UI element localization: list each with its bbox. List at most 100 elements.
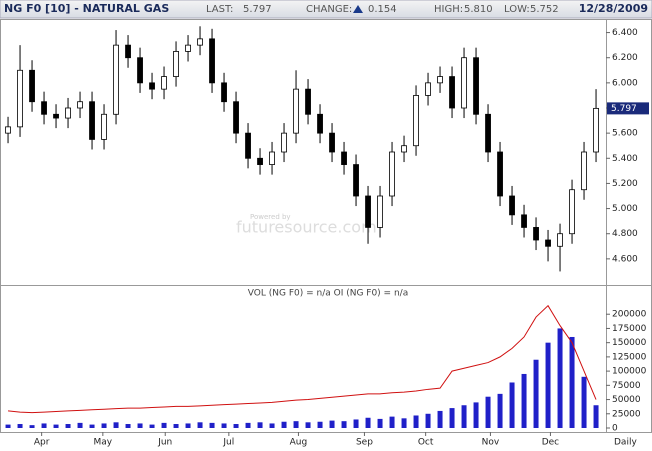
candle-body bbox=[317, 113, 323, 134]
candle-body bbox=[233, 101, 239, 134]
x-tick-label: Sep bbox=[356, 438, 373, 448]
high-value: 5.810 bbox=[464, 4, 493, 15]
volume-bar bbox=[209, 422, 215, 428]
volume-bar bbox=[593, 405, 599, 428]
candle-body bbox=[341, 151, 347, 165]
volume-bar bbox=[377, 418, 383, 428]
volume-bar bbox=[257, 422, 263, 428]
y-tick-label: 25000 bbox=[612, 409, 641, 419]
x-axis-label: Daily bbox=[614, 438, 637, 448]
candle-body bbox=[101, 113, 107, 140]
volume-bar bbox=[161, 422, 167, 428]
candle-body bbox=[161, 76, 167, 90]
candle-body bbox=[329, 132, 335, 153]
low-label: LOW: bbox=[504, 4, 530, 15]
candle-body bbox=[425, 82, 431, 96]
candle-body bbox=[365, 195, 371, 228]
volume-bar bbox=[389, 416, 395, 428]
candle-body bbox=[173, 51, 179, 77]
oi-line bbox=[7, 304, 597, 414]
candle-body bbox=[305, 88, 311, 115]
candle-body bbox=[17, 69, 23, 128]
y-tick-label: 125000 bbox=[612, 352, 647, 362]
y-tick-label: 5.000 bbox=[612, 204, 638, 214]
volume-bar bbox=[341, 421, 347, 428]
volume-bar bbox=[137, 423, 143, 428]
candle-body bbox=[593, 107, 599, 153]
candle-body bbox=[473, 57, 479, 115]
date: 12/28/2009 bbox=[579, 2, 648, 15]
y-tick-label: 5.600 bbox=[612, 129, 638, 139]
candle-body bbox=[41, 101, 47, 115]
volume-bar bbox=[65, 424, 71, 428]
y-tick-label: 75000 bbox=[612, 381, 641, 391]
volume-bar bbox=[173, 424, 179, 428]
y-tick-label: 6.000 bbox=[612, 78, 638, 88]
volume-bar bbox=[545, 342, 551, 428]
candle-body bbox=[185, 44, 191, 52]
volume-bar bbox=[245, 422, 251, 428]
x-tick-label: May bbox=[94, 438, 113, 448]
volume-bar bbox=[413, 415, 419, 428]
low-value: 5.752 bbox=[530, 4, 559, 15]
volume-bar bbox=[437, 410, 443, 428]
candle-body bbox=[545, 239, 551, 247]
volume-bar bbox=[317, 421, 323, 428]
volume-bar bbox=[461, 405, 467, 428]
candle-body bbox=[137, 57, 143, 84]
candle-body bbox=[149, 82, 155, 90]
candle-body bbox=[533, 227, 539, 241]
x-tick-label: Oct bbox=[418, 438, 434, 448]
candle-body bbox=[353, 164, 359, 197]
candle-body bbox=[581, 151, 587, 191]
candle-body bbox=[497, 151, 503, 197]
volume-bar bbox=[125, 424, 131, 428]
y-tick-label: 175000 bbox=[612, 324, 647, 334]
volume-bar bbox=[77, 422, 83, 428]
volume-bar bbox=[233, 424, 239, 428]
x-tick-label: Nov bbox=[482, 438, 500, 448]
candle-body bbox=[209, 38, 215, 84]
y-tick-label: 5.400 bbox=[612, 154, 638, 164]
volume-bar bbox=[113, 422, 119, 428]
x-tick-label: Jun bbox=[157, 438, 172, 448]
watermark: futuresource.com bbox=[236, 218, 377, 237]
volume-bar bbox=[41, 423, 47, 428]
y-tick-label: 5.200 bbox=[612, 179, 638, 189]
up-arrow bbox=[353, 5, 363, 13]
last-price-box bbox=[607, 102, 649, 115]
volume-bar bbox=[221, 423, 227, 428]
y-tick-label: 150000 bbox=[612, 338, 647, 348]
volume-bar bbox=[509, 382, 515, 428]
y-tick-label: 200000 bbox=[612, 310, 647, 320]
volume-bar bbox=[269, 423, 275, 428]
candle-body bbox=[449, 76, 455, 109]
header-bar bbox=[0, 0, 652, 19]
candle-body bbox=[413, 95, 419, 147]
candle-body bbox=[293, 88, 299, 134]
change-label: CHANGE: bbox=[306, 4, 352, 15]
last-value: 5.797 bbox=[243, 4, 272, 15]
candle-body bbox=[377, 195, 383, 228]
volume-bar bbox=[473, 402, 479, 428]
volume-bar bbox=[197, 422, 203, 428]
volume-bar bbox=[293, 421, 299, 428]
y-tick-label: 6.200 bbox=[612, 53, 638, 63]
candle-body bbox=[29, 69, 35, 103]
candle-body bbox=[389, 151, 395, 197]
y-tick-label: 0 bbox=[612, 424, 618, 434]
volume-bar bbox=[305, 422, 311, 428]
volume-bar bbox=[533, 359, 539, 428]
candle-body bbox=[197, 38, 203, 46]
volume-bar bbox=[425, 413, 431, 428]
candle-body bbox=[125, 44, 131, 59]
candle-body bbox=[53, 113, 59, 119]
volume-bar bbox=[329, 420, 335, 428]
volume-bar bbox=[53, 424, 59, 428]
volume-bar bbox=[485, 396, 491, 428]
volume-bar bbox=[365, 417, 371, 428]
change-value: 0.154 bbox=[368, 4, 397, 15]
x-tick-label: Apr bbox=[34, 438, 50, 448]
